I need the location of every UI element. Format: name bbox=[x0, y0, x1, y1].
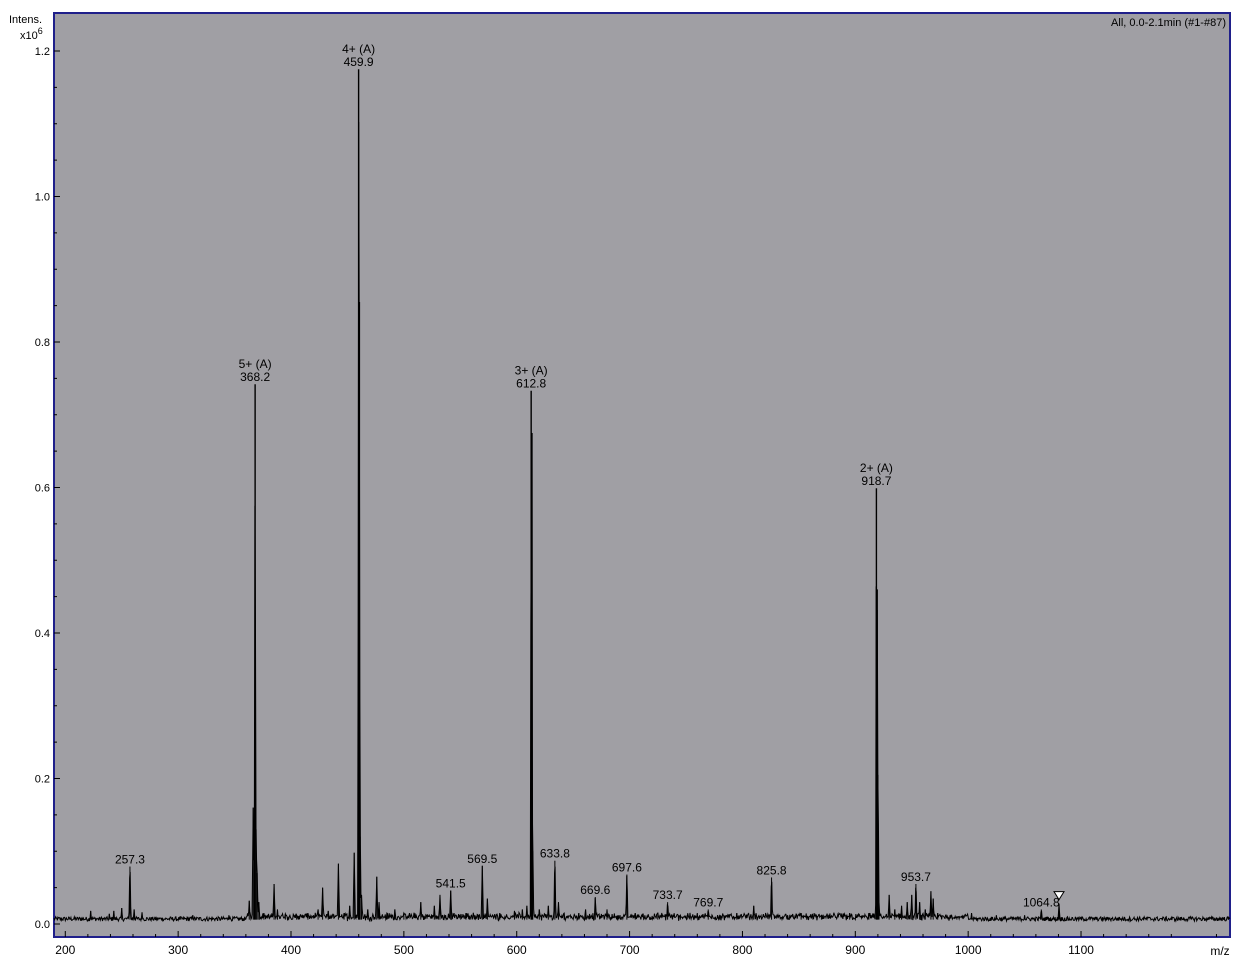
peak-label: 459.9 bbox=[344, 55, 374, 69]
y-tick-label: 0.4 bbox=[35, 628, 50, 640]
x-tick-label: 700 bbox=[620, 943, 640, 957]
peak-label: 633.8 bbox=[540, 847, 570, 861]
peak-label: 541.5 bbox=[436, 877, 466, 891]
y-tick-label: 0.6 bbox=[35, 483, 50, 495]
x-tick-label: 300 bbox=[168, 943, 188, 957]
y-axis-scale: x106 bbox=[20, 26, 43, 42]
axes: 0.0 0.2 0.4 0.6 0.8 1.0 1.2 200 300 400 500 600 700 8… bbox=[35, 46, 1217, 957]
x-tick-label: 500 bbox=[394, 943, 414, 957]
x-tick-label: 200 bbox=[55, 943, 75, 957]
peak-label: 953.7 bbox=[901, 870, 931, 884]
peak-label: 3+ (A) bbox=[515, 364, 548, 378]
peak-label: 5+ (A) bbox=[239, 357, 272, 371]
x-tick-label: 400 bbox=[281, 943, 301, 957]
y-tick-label: 1.2 bbox=[35, 46, 50, 58]
peak-label: 612.8 bbox=[516, 377, 546, 391]
peak-label: 2+ (A) bbox=[860, 461, 893, 475]
x-tick-label: 1000 bbox=[955, 943, 982, 957]
peak-label: 733.7 bbox=[653, 888, 683, 902]
peak-label: 1064.8 bbox=[1023, 895, 1060, 909]
x-axis-label: m/z bbox=[1210, 944, 1229, 958]
y-tick-label: 0.2 bbox=[35, 774, 50, 786]
x-tick-label: 1100 bbox=[1068, 943, 1094, 957]
y-tick-label: 0.8 bbox=[35, 337, 50, 349]
peak-label: 669.6 bbox=[580, 883, 610, 897]
triangle-down-icon bbox=[1053, 891, 1065, 901]
x-tick-label: 600 bbox=[507, 943, 527, 957]
spectrum-trace bbox=[53, 121, 1231, 923]
peak-label: 4+ (A) bbox=[342, 42, 375, 56]
plot-area bbox=[53, 12, 1231, 938]
peak-label: 569.5 bbox=[467, 852, 497, 866]
x-tick-label: 800 bbox=[732, 943, 752, 957]
spectrum-series bbox=[53, 69, 1231, 923]
acquisition-range-label: All, 0.0-2.1min (#1-#87) bbox=[1111, 17, 1226, 29]
peak-label: 257.3 bbox=[115, 853, 145, 867]
peak-label: 825.8 bbox=[757, 863, 787, 877]
peak-label: 769.7 bbox=[693, 895, 723, 909]
y-tick-label: 0.0 bbox=[35, 919, 50, 931]
x-tick-label: 900 bbox=[845, 943, 865, 957]
peak-label: 697.6 bbox=[612, 861, 642, 875]
peak-label: 918.7 bbox=[861, 474, 891, 488]
y-axis-label: Intens. bbox=[9, 14, 42, 26]
peak-label: 368.2 bbox=[240, 370, 270, 384]
y-tick-label: 1.0 bbox=[35, 192, 50, 204]
